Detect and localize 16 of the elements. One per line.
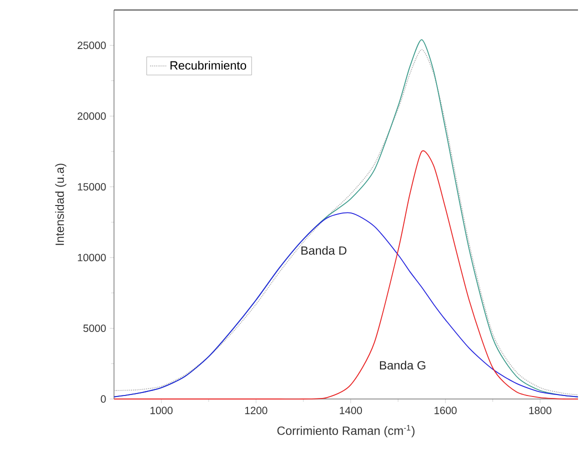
- y-tick-label: 15000: [78, 183, 106, 191]
- x-axis-title: Corrimiento Raman (cm$^{-1}$): [277, 425, 414, 438]
- y-tick-label: 25000: [78, 42, 106, 50]
- x-tick-label: 1400: [340, 406, 362, 414]
- x-tick-label: 1200: [245, 406, 268, 414]
- annotation: Banda D: [301, 246, 346, 255]
- legend-label: Recubrimiento: [170, 60, 246, 70]
- y-tick-label: 20000: [78, 112, 106, 120]
- y-axis-title: Intensidad (u.a): [55, 164, 66, 245]
- y-tick-label: 5000: [83, 324, 106, 332]
- x-tick-label: 1600: [434, 406, 457, 414]
- x-tick-label: 1000: [150, 406, 173, 414]
- x-tick-label: 1800: [529, 406, 552, 414]
- y-tick-label: 0: [100, 395, 106, 403]
- y-tick-label: 10000: [78, 254, 106, 262]
- annotation: Banda G: [380, 360, 426, 370]
